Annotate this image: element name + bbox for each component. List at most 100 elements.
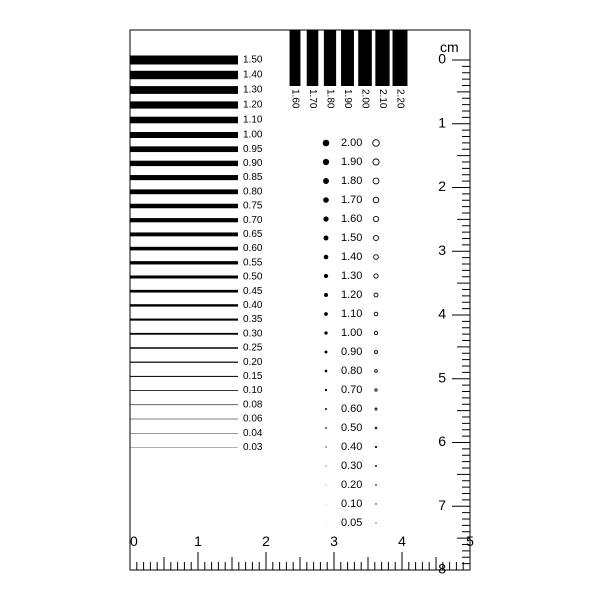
- vbar: [341, 30, 354, 86]
- hbar: [130, 189, 238, 194]
- dot-filled: [325, 351, 328, 354]
- hbar-label: 0.15: [243, 371, 263, 382]
- dot-filled: [326, 466, 327, 467]
- ruler-right-label: 8: [438, 561, 446, 577]
- hbar: [130, 290, 238, 293]
- dot-label: 0.40: [341, 441, 362, 453]
- vbar-label: 1.70: [307, 89, 318, 109]
- dot-filled: [324, 293, 328, 297]
- dot-filled: [324, 274, 328, 278]
- dot-label: 1.80: [341, 175, 362, 187]
- hbar-label: 0.03: [243, 442, 263, 453]
- dot-filled: [324, 312, 328, 316]
- ruler-right-label: 1: [438, 114, 446, 130]
- hbar-label: 0.35: [243, 314, 263, 325]
- hbar: [130, 101, 238, 108]
- hbar-label: 0.45: [243, 286, 263, 297]
- dot-label: 1.50: [341, 232, 362, 244]
- dot-filled: [323, 140, 330, 147]
- dot-filled: [326, 485, 327, 486]
- dot-label: 0.20: [341, 479, 362, 491]
- hbar-label: 1.30: [243, 85, 263, 96]
- dot-filled: [325, 389, 327, 391]
- hbar-label: 1.20: [243, 100, 263, 111]
- hbar: [130, 347, 238, 349]
- hbar-label: 1.10: [243, 115, 263, 126]
- hbar: [130, 319, 238, 321]
- vbar: [358, 30, 372, 86]
- dot-label: 0.80: [341, 365, 362, 377]
- dot-filled: [323, 197, 329, 203]
- hbar-label: 1.40: [243, 70, 263, 81]
- dot-label: 1.60: [341, 213, 362, 225]
- ruler-bottom-label: 5: [466, 533, 474, 549]
- hbar-label: 0.60: [243, 243, 263, 254]
- hbar: [130, 117, 238, 124]
- ruler-bottom-label: 0: [130, 533, 138, 549]
- hbar: [130, 390, 238, 391]
- dot-filled: [323, 178, 329, 184]
- dot-label: 1.00: [341, 327, 362, 339]
- dot-label: 0.70: [341, 384, 362, 396]
- dot-label: 0.60: [341, 403, 362, 415]
- dot-open: [376, 504, 377, 505]
- vbar-label: 2.10: [377, 89, 388, 109]
- hbar-label: 0.08: [243, 399, 263, 410]
- hbar: [130, 86, 238, 94]
- dot-label: 1.20: [341, 289, 362, 301]
- hbar-label: 0.65: [243, 229, 263, 240]
- hbar: [130, 247, 238, 251]
- vbar-label: 1.90: [342, 89, 353, 109]
- vbar-label: 2.00: [359, 89, 370, 109]
- vbar-label: 2.20: [394, 89, 405, 109]
- ruler-right-label: 4: [438, 306, 446, 322]
- hbar: [130, 204, 238, 209]
- hbar: [130, 276, 238, 279]
- ruler-right-label: 3: [438, 242, 446, 258]
- hbar-label: 0.70: [243, 215, 263, 226]
- hbar: [130, 261, 238, 264]
- vbar-label: 1.80: [324, 89, 335, 109]
- hbar-label: 0.10: [243, 385, 263, 396]
- dot-filled: [324, 236, 329, 241]
- dot-filled: [323, 216, 328, 221]
- hbar: [130, 333, 238, 335]
- dot-label: 1.70: [341, 194, 362, 206]
- dot-label: 0.05: [341, 517, 362, 529]
- dot-filled: [326, 504, 327, 505]
- hbar: [130, 232, 238, 236]
- hbar-label: 1.50: [243, 55, 263, 66]
- hbar-label: 0.85: [243, 172, 263, 183]
- dot-filled: [325, 408, 327, 410]
- ruler-bottom-label: 3: [330, 533, 338, 549]
- dot-label: 1.30: [341, 270, 362, 282]
- dot-label: 1.40: [341, 251, 362, 263]
- hbar-label: 0.20: [243, 357, 263, 368]
- hbar: [130, 146, 238, 152]
- dot-label: 0.50: [341, 422, 362, 434]
- hbar-label: 0.55: [243, 257, 263, 268]
- vbar: [324, 30, 336, 86]
- vbar-label: 1.60: [289, 89, 300, 109]
- vbar: [290, 30, 301, 86]
- ruler-right-label: 7: [438, 497, 446, 513]
- hbar-label: 0.04: [243, 428, 263, 439]
- hbar: [130, 71, 238, 79]
- hbar: [130, 56, 238, 65]
- hbar: [130, 304, 238, 306]
- hbar-label: 0.90: [243, 158, 263, 169]
- hbar: [130, 405, 238, 406]
- ruler-bottom-label: 4: [398, 533, 406, 549]
- dot-filled: [325, 370, 328, 373]
- hbar: [130, 175, 238, 180]
- ruler-right-label: 0: [438, 51, 446, 67]
- hbar-label: 0.75: [243, 201, 263, 212]
- dot-filled: [323, 159, 329, 165]
- hbar: [130, 218, 238, 222]
- hbar-label: 0.80: [243, 186, 263, 197]
- ruler-right-label: 6: [438, 433, 446, 449]
- vbar: [375, 30, 389, 86]
- vbar: [307, 30, 319, 86]
- hbar: [130, 362, 238, 363]
- dot-filled: [324, 255, 329, 260]
